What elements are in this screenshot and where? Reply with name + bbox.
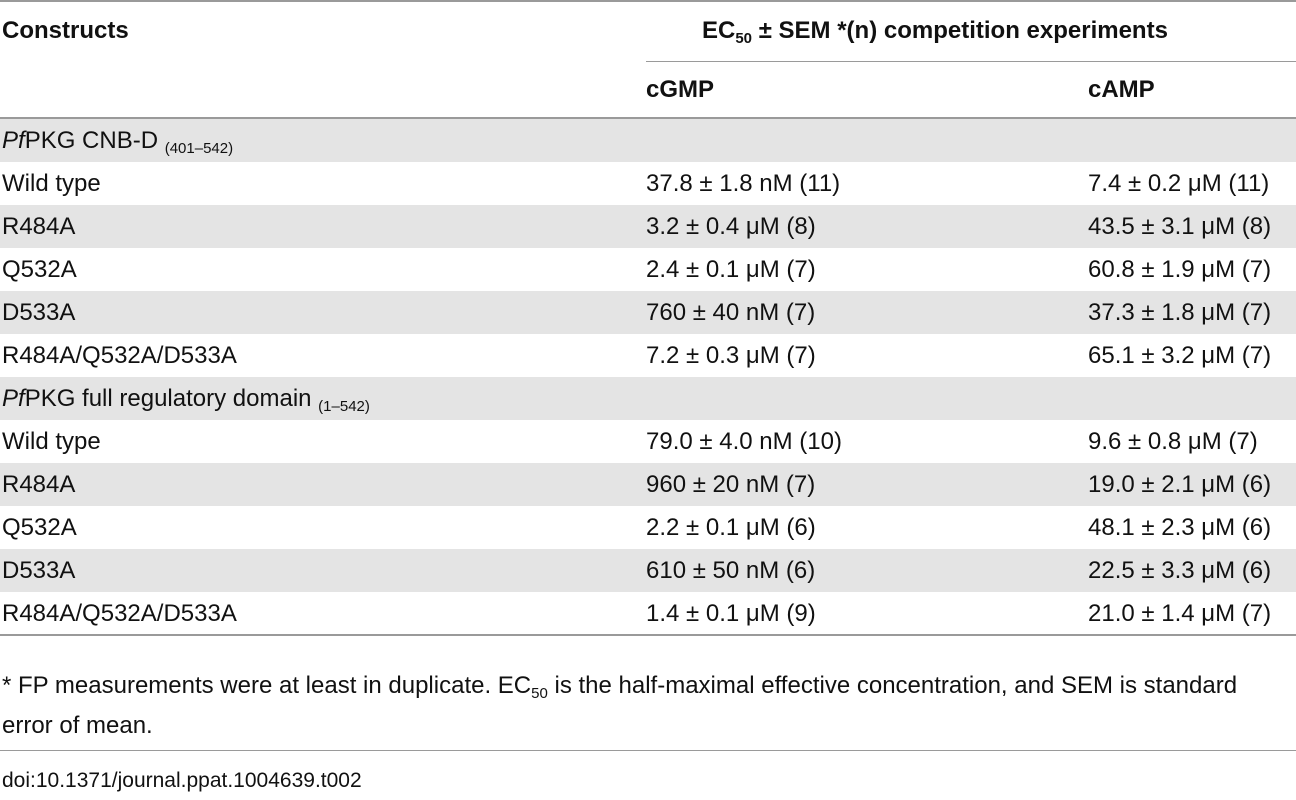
section-title-text: PKG CNB-D	[24, 127, 165, 154]
table-row: R484A/Q532A/D533A 7.2 ± 0.3 μM (7) 65.1 ± …	[0, 334, 1296, 377]
footer-rule	[0, 750, 1296, 751]
camp-cell: 9.6 ± 0.8 μM (7)	[1088, 428, 1258, 455]
table-row: D533A 760 ± 40 nM (7) 37.3 ± 1.8 μM (7)	[0, 291, 1296, 334]
construct-cell: R484A	[2, 471, 76, 498]
section-title-range: (401–542)	[164, 140, 234, 157]
section-title-italic: Pf	[2, 385, 25, 412]
section-title: PfPKG full regulatory domain (1–542)	[2, 385, 370, 415]
camp-cell: 65.1 ± 3.2 μM (7)	[1088, 342, 1272, 369]
construct-cell: R484A/Q532A/D533A	[2, 600, 237, 627]
header-sub-rule	[646, 61, 1296, 62]
header-ec-sub: 50	[735, 30, 753, 47]
cgmp-cell: 3.2 ± 0.4 μM (8)	[646, 213, 816, 240]
footnote-text-1: * FP measurements were at least in dupli…	[2, 672, 532, 699]
table-row: Wild type 37.8 ± 1.8 nM (11) 7.4 ± 0.2 μM …	[0, 162, 1296, 205]
camp-cell: 43.5 ± 3.1 μM (8)	[1088, 213, 1272, 240]
section-title-italic: Pf	[2, 127, 25, 154]
construct-cell: Q532A	[2, 256, 77, 283]
footnote-sub: 50	[531, 685, 548, 702]
header-cgmp: cGMP	[646, 76, 715, 103]
cgmp-cell: 760 ± 40 nM (7)	[646, 299, 816, 326]
section-header-row: PfPKG CNB-D (401–542)	[0, 119, 1296, 162]
table-footnote: * FP measurements were at least in dupli…	[2, 666, 1282, 746]
table-row: R484A 960 ± 20 nM (7) 19.0 ± 2.1 μM (6)	[0, 463, 1296, 506]
table-top-rule	[0, 0, 1296, 2]
doi-text: doi:10.1371/journal.ppat.1004639.t002	[2, 769, 362, 792]
table-row: Wild type 79.0 ± 4.0 nM (10) 9.6 ± 0.8 μM …	[0, 420, 1296, 463]
construct-cell: D533A	[2, 557, 76, 584]
construct-cell: D533A	[2, 299, 76, 326]
cgmp-cell: 37.8 ± 1.8 nM (11)	[646, 170, 841, 197]
cgmp-cell: 960 ± 20 nM (7)	[646, 471, 816, 498]
footnote-text-2: is the half-maximal effective concentrat…	[2, 672, 1238, 739]
header-constructs: Constructs	[2, 17, 129, 44]
table-row: R484A 3.2 ± 0.4 μM (8) 43.5 ± 3.1 μM (8)	[0, 205, 1296, 248]
construct-cell: Wild type	[2, 428, 101, 455]
cgmp-cell: 1.4 ± 0.1 μM (9)	[646, 600, 816, 627]
cgmp-cell: 2.4 ± 0.1 μM (7)	[646, 256, 816, 283]
camp-cell: 48.1 ± 2.3 μM (6)	[1088, 514, 1272, 541]
table-row: Q532A 2.2 ± 0.1 μM (6) 48.1 ± 2.3 μM (6)	[0, 506, 1296, 549]
cgmp-cell: 79.0 ± 4.0 nM (10)	[646, 428, 842, 455]
camp-cell: 60.8 ± 1.9 μM (7)	[1088, 256, 1272, 283]
camp-cell: 19.0 ± 2.1 μM (6)	[1088, 471, 1272, 498]
construct-cell: Q532A	[2, 514, 77, 541]
construct-cell: Wild type	[2, 170, 101, 197]
cgmp-cell: 610 ± 50 nM (6)	[646, 557, 816, 584]
section-header-row: PfPKG full regulatory domain (1–542)	[0, 377, 1296, 420]
header-ec-suffix: ± SEM *(n) competition experiments	[752, 17, 1168, 44]
header-ec-prefix: EC	[702, 17, 736, 44]
table-row: D533A 610 ± 50 nM (6) 22.5 ± 3.3 μM (6)	[0, 549, 1296, 592]
table-bottom-rule	[0, 634, 1296, 636]
section-title-range: (1–542)	[318, 398, 370, 415]
header-bottom-rule	[0, 117, 1296, 119]
camp-cell: 21.0 ± 1.4 μM (7)	[1088, 600, 1272, 627]
section-title-text: PKG full regulatory domain	[24, 385, 319, 412]
table-row: R484A/Q532A/D533A 1.4 ± 0.1 μM (9) 21.0 ± …	[0, 592, 1296, 635]
table-row: Q532A 2.4 ± 0.1 μM (7) 60.8 ± 1.9 μM (7)	[0, 248, 1296, 291]
camp-cell: 37.3 ± 1.8 μM (7)	[1088, 299, 1272, 326]
construct-cell: R484A	[2, 213, 76, 240]
camp-cell: 22.5 ± 3.3 μM (6)	[1088, 557, 1272, 584]
cgmp-cell: 2.2 ± 0.1 μM (6)	[646, 514, 816, 541]
header-camp: cAMP	[1088, 76, 1155, 103]
cgmp-cell: 7.2 ± 0.3 μM (7)	[646, 342, 816, 369]
camp-cell: 7.4 ± 0.2 μM (11)	[1088, 170, 1270, 197]
construct-cell: R484A/Q532A/D533A	[2, 342, 237, 369]
section-title: PfPKG CNB-D (401–542)	[2, 127, 234, 157]
header-ec50: EC50 ± SEM *(n) competition experiments	[702, 17, 1168, 47]
